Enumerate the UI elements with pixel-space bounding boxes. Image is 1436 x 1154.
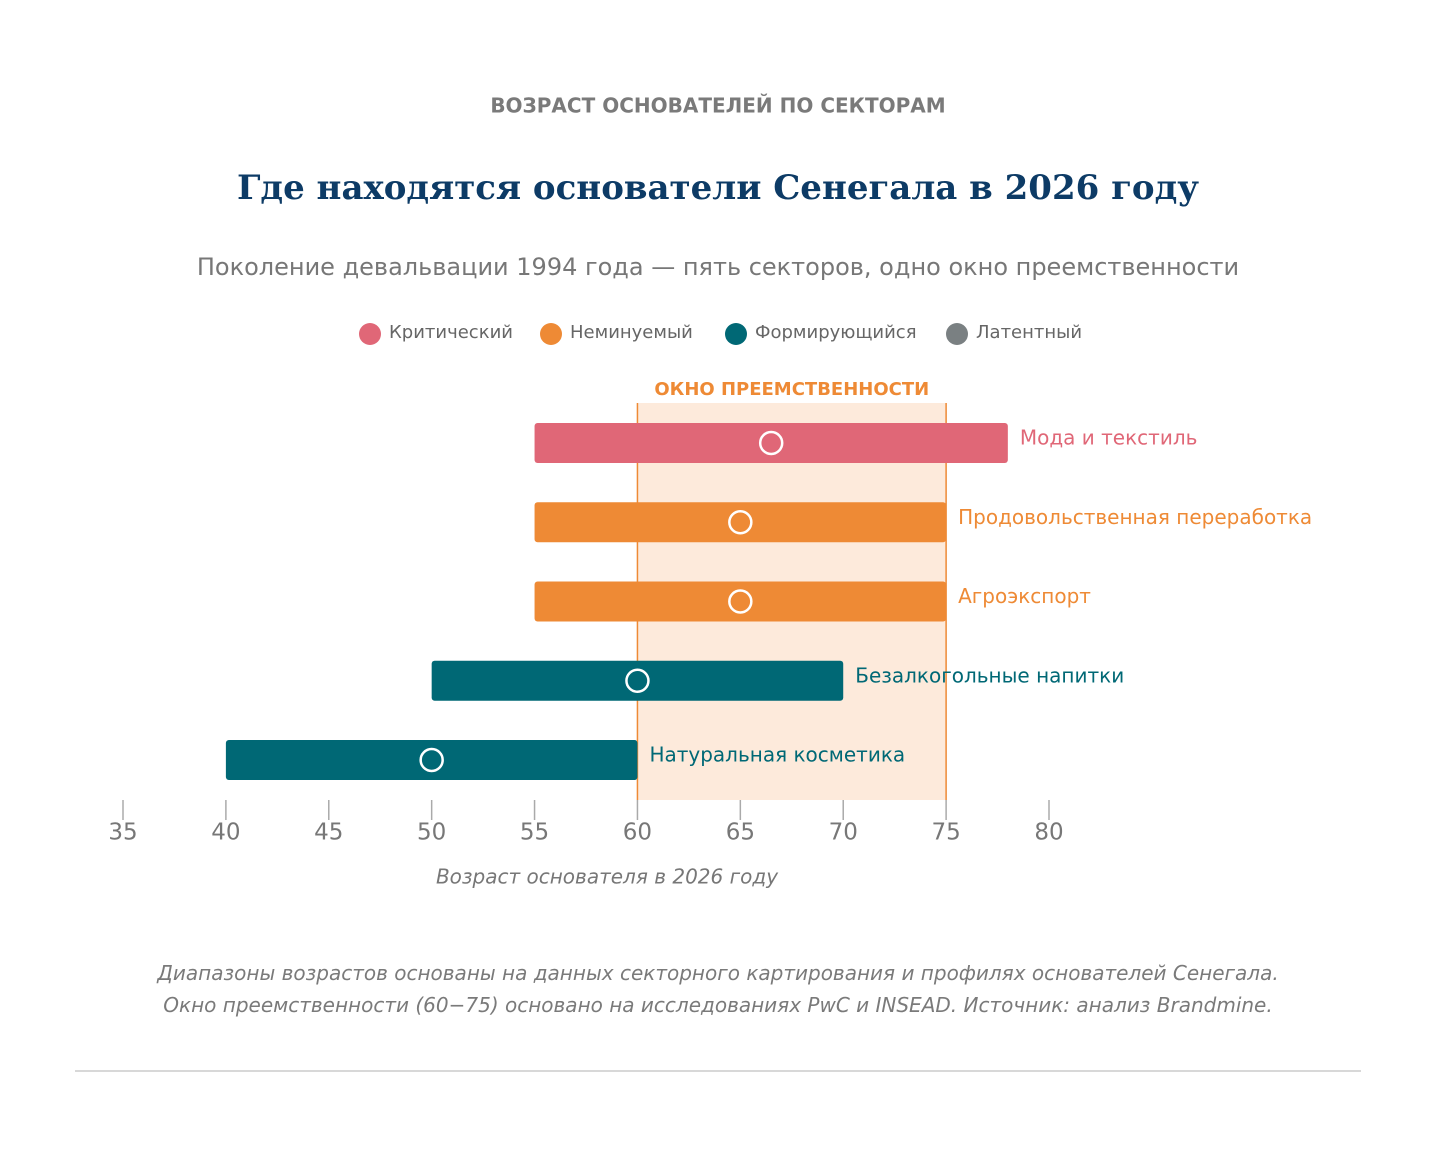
chart-title: Где находятся основатели Сенегала в 2026… [237,168,1199,208]
median-marker [625,668,650,693]
legend-marker [946,323,968,345]
x-tick-label: 35 [108,820,137,846]
median-marker [758,430,784,456]
bar-label: Агроэкспорт [958,584,1091,608]
x-tick-label: 70 [829,820,858,846]
legend-label: Неминуемый [570,322,693,343]
bar-label: Мода и текстиль [1020,426,1198,450]
x-tick-label: 55 [520,820,549,846]
legend-label: Критический [389,322,513,343]
range-bar [431,660,844,701]
x-tick-label: 45 [314,820,343,846]
range-bar [534,502,947,543]
median-marker [728,510,753,535]
bar-label: Безалкогольные напитки [855,663,1124,687]
x-tick-label: 50 [417,820,446,846]
footnote: Диапазоны возрастов основаны на данных с… [157,961,1279,1017]
x-tick-label: 75 [931,820,960,846]
legend-marker [725,323,747,345]
x-axis-label: Возраст основателя в 2026 году [436,865,779,889]
range-bar [225,740,638,780]
x-tick-label: 80 [1034,820,1063,846]
median-marker [419,747,444,773]
bar-label: Продовольственная переработка [958,505,1312,529]
x-tick-label: 40 [211,820,240,846]
legend-label: Формирующийся [755,322,917,343]
window-label: ОКНО ПРЕЕМСТВЕННОСТИ [654,379,929,400]
legend-label: Латентный [976,322,1082,343]
kicker: ВОЗРАСТ ОСНОВАТЕЛЕЙ ПО СЕКТОРАМ [490,94,945,118]
range-bar [534,581,947,622]
median-marker [728,589,753,614]
x-tick-label: 65 [726,820,755,846]
legend-marker [540,323,562,345]
bar-label: Натуральная косметика [649,743,905,767]
range-bar [534,423,1008,463]
subtitle: Поколение девальвации 1994 года — пять с… [197,253,1239,281]
x-tick-label: 60 [623,820,652,846]
legend-marker [359,323,381,345]
